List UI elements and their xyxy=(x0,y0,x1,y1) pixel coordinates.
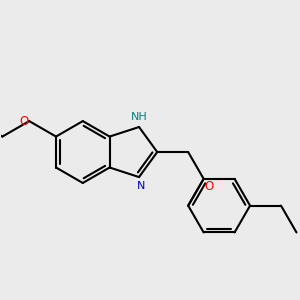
Text: O: O xyxy=(19,115,28,128)
Text: N: N xyxy=(136,181,145,191)
Text: O: O xyxy=(205,181,214,194)
Text: NH: NH xyxy=(131,112,147,122)
